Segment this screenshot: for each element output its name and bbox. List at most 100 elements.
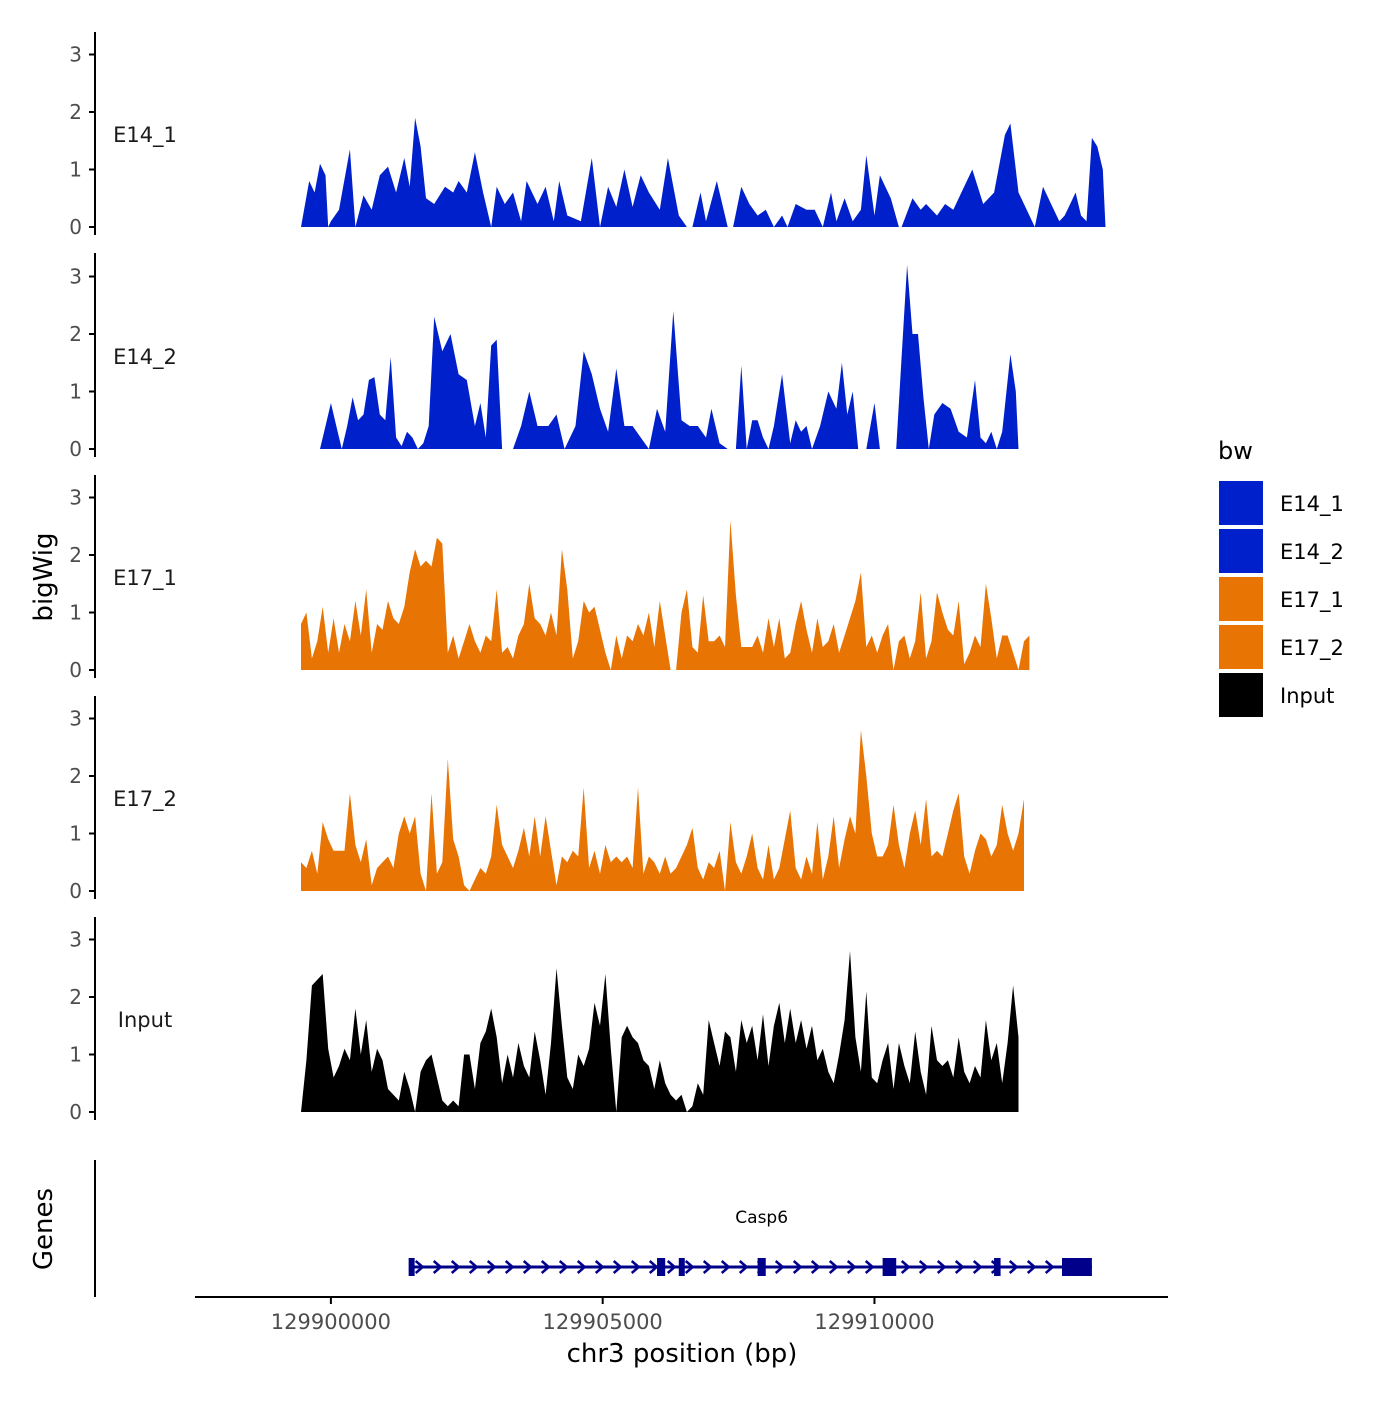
strand-chevron <box>648 1260 659 1274</box>
y-tick-label: 3 <box>69 486 82 510</box>
strand-chevron <box>900 1260 911 1274</box>
track-label-E17_1: E17_1 <box>113 566 177 591</box>
strand-chevron <box>702 1260 713 1274</box>
strand-chevron <box>1008 1260 1019 1274</box>
strand-chevron <box>720 1260 731 1274</box>
y-axis-label: bigWig <box>29 532 59 621</box>
x-tick-label: 129910000 <box>814 1310 934 1334</box>
x-tick-label: 129905000 <box>543 1310 663 1334</box>
exon <box>757 1258 766 1276</box>
legend-swatch-E14_1 <box>1219 481 1263 525</box>
gene-Casp6: Casp6 <box>408 1208 1092 1276</box>
y-tick-label: 1 <box>69 158 82 182</box>
y-tick-label: 0 <box>69 437 82 461</box>
track-E14_2: 0 1 2 3 E14_2 <box>69 253 1019 461</box>
strand-chevron <box>846 1260 857 1274</box>
legend-label-E14_1: E14_1 <box>1280 492 1344 517</box>
x-tick-label: 129900000 <box>271 1310 391 1334</box>
y-tick-label: 1 <box>69 822 82 846</box>
y-tick-label: 2 <box>69 100 82 124</box>
area-E17_2 <box>301 730 1024 891</box>
legend-swatch-E14_2 <box>1219 529 1263 573</box>
y-tick-label: 0 <box>69 879 82 903</box>
y-tick-label: 1 <box>69 380 82 404</box>
exon <box>994 1258 1001 1276</box>
area-E17_1 <box>301 520 1030 670</box>
y-tick-label: 1 <box>69 601 82 625</box>
y-tick-label: 2 <box>69 543 82 567</box>
area-Input <box>301 951 1019 1112</box>
strand-chevron <box>810 1260 821 1274</box>
strand-chevron <box>594 1260 605 1274</box>
y-tick-label: 0 <box>69 215 82 239</box>
strand-chevron <box>630 1260 641 1274</box>
track-label-Input: Input <box>118 1008 172 1032</box>
x-axis-label: chr3 position (bp) <box>567 1339 798 1369</box>
track-label-E17_2: E17_2 <box>113 787 177 812</box>
track-Input: 0 1 2 3 Input <box>69 917 1019 1124</box>
strand-chevron <box>486 1260 497 1274</box>
strand-chevron <box>774 1260 785 1274</box>
exon <box>1062 1258 1092 1276</box>
genes-layer: Casp6 <box>94 1160 1092 1297</box>
strand-chevron <box>792 1260 803 1274</box>
genes-axis-label: Genes <box>29 1188 59 1270</box>
strand-chevron <box>1044 1260 1055 1274</box>
track-E17_2: 0 1 2 3 E17_2 <box>69 696 1024 903</box>
strand-chevron <box>738 1260 749 1274</box>
y-tick-label: 0 <box>69 1100 82 1124</box>
strand-chevron <box>414 1260 425 1274</box>
strand-chevron <box>468 1260 479 1274</box>
strand-chevron <box>936 1260 947 1274</box>
y-tick-label: 3 <box>69 707 82 731</box>
strand-chevron <box>558 1260 569 1274</box>
y-tick-label: 0 <box>69 658 82 682</box>
strand-chevron <box>864 1260 875 1274</box>
strand-chevron <box>684 1260 695 1274</box>
strand-chevron <box>450 1260 461 1274</box>
track-E14_1: 0 1 2 3 E14_1 <box>69 32 1106 239</box>
legend-title: bw <box>1218 437 1253 465</box>
legend-swatch-E17_2 <box>1219 625 1263 669</box>
strand-chevron <box>1026 1260 1037 1274</box>
strand-chevron <box>576 1260 587 1274</box>
strand-chevron <box>666 1260 677 1274</box>
y-tick-label: 3 <box>69 43 82 67</box>
track-label-E14_2: E14_2 <box>113 345 177 370</box>
strand-chevron <box>432 1260 443 1274</box>
strand-chevron <box>954 1260 965 1274</box>
legend-swatch-Input <box>1219 673 1263 717</box>
strand-chevron <box>918 1260 929 1274</box>
legend-label-E14_2: E14_2 <box>1280 540 1344 565</box>
legend-label-Input: Input <box>1280 684 1334 708</box>
exon <box>657 1258 666 1276</box>
exon <box>678 1258 685 1276</box>
legend-label-E17_2: E17_2 <box>1280 636 1344 661</box>
track-label-E14_1: E14_1 <box>113 123 177 148</box>
exon <box>882 1258 897 1276</box>
strand-chevron <box>504 1260 515 1274</box>
area-E14_2 <box>320 265 1019 449</box>
strand-chevron <box>540 1260 551 1274</box>
gene-label-Casp6: Casp6 <box>735 1208 788 1228</box>
legend: bw E14_1 E14_2 E17_1 E17_2 Input <box>1218 437 1344 717</box>
x-axis: 129900000 129905000 129910000 <box>195 1296 1168 1334</box>
strand-chevron <box>972 1260 983 1274</box>
y-tick-label: 2 <box>69 764 82 788</box>
legend-swatch-E17_1 <box>1219 577 1263 621</box>
y-tick-label: 2 <box>69 985 82 1009</box>
y-tick-label: 3 <box>69 265 82 289</box>
area-E14_1 <box>301 117 1106 227</box>
y-tick-label: 3 <box>69 928 82 952</box>
strand-chevron <box>522 1260 533 1274</box>
y-tick-label: 1 <box>69 1043 82 1067</box>
track-E17_1: 0 1 2 3 E17_1 <box>69 475 1030 682</box>
legend-label-E17_1: E17_1 <box>1280 588 1344 613</box>
tracks-layer: 0 1 2 3 E14_1 0 1 2 3 E14_2 0 1 2 3 E17_1 0 1 2 3 E17_2 0 1 2 3… <box>69 32 1106 1124</box>
strand-chevron <box>612 1260 623 1274</box>
strand-chevron <box>828 1260 839 1274</box>
y-tick-label: 2 <box>69 322 82 346</box>
exon <box>408 1258 415 1276</box>
